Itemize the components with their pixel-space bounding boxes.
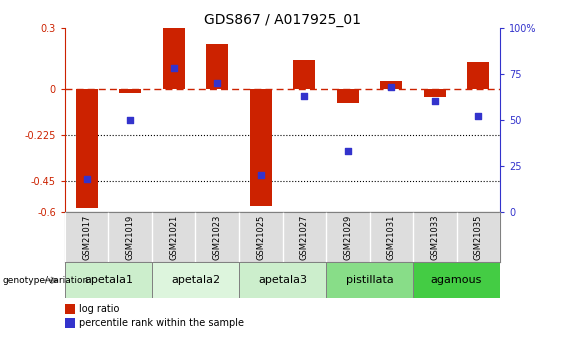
Text: log ratio: log ratio xyxy=(79,304,119,314)
Text: GSM21029: GSM21029 xyxy=(344,215,352,260)
Bar xyxy=(424,89,446,97)
Text: GSM21033: GSM21033 xyxy=(431,215,439,260)
Text: GSM21025: GSM21025 xyxy=(257,215,265,260)
Title: GDS867 / A017925_01: GDS867 / A017925_01 xyxy=(204,12,361,27)
Point xyxy=(431,99,440,104)
Bar xyxy=(152,262,239,298)
Point xyxy=(257,172,266,178)
Bar xyxy=(413,262,500,298)
Bar xyxy=(65,262,152,298)
Text: percentile rank within the sample: percentile rank within the sample xyxy=(79,318,244,328)
Point xyxy=(343,148,353,154)
Text: GSM21027: GSM21027 xyxy=(300,215,308,260)
Point xyxy=(82,176,92,182)
Text: GSM21035: GSM21035 xyxy=(474,215,483,260)
Bar xyxy=(163,28,185,89)
Bar xyxy=(467,62,489,89)
Bar xyxy=(206,44,228,89)
Text: apetala2: apetala2 xyxy=(171,275,220,285)
Bar xyxy=(239,262,326,298)
Bar xyxy=(119,89,141,93)
Text: GSM21023: GSM21023 xyxy=(213,215,221,260)
Text: GSM21031: GSM21031 xyxy=(387,215,396,260)
Bar xyxy=(380,81,402,89)
Point xyxy=(212,80,221,86)
Text: pistillata: pistillata xyxy=(346,275,393,285)
Text: GSM21017: GSM21017 xyxy=(82,215,91,260)
Point xyxy=(386,84,396,89)
Text: agamous: agamous xyxy=(431,275,482,285)
Bar xyxy=(326,262,413,298)
Text: GSM21019: GSM21019 xyxy=(126,215,134,260)
Bar xyxy=(293,60,315,89)
Bar xyxy=(76,89,98,208)
Text: GSM21021: GSM21021 xyxy=(170,215,178,260)
Text: genotype/variation: genotype/variation xyxy=(3,276,89,285)
Point xyxy=(170,66,179,71)
Bar xyxy=(250,89,272,206)
Text: apetala3: apetala3 xyxy=(258,275,307,285)
Bar xyxy=(337,89,359,104)
Point xyxy=(126,117,135,122)
Text: apetala1: apetala1 xyxy=(84,275,133,285)
Point xyxy=(299,93,308,99)
Point xyxy=(473,114,483,119)
